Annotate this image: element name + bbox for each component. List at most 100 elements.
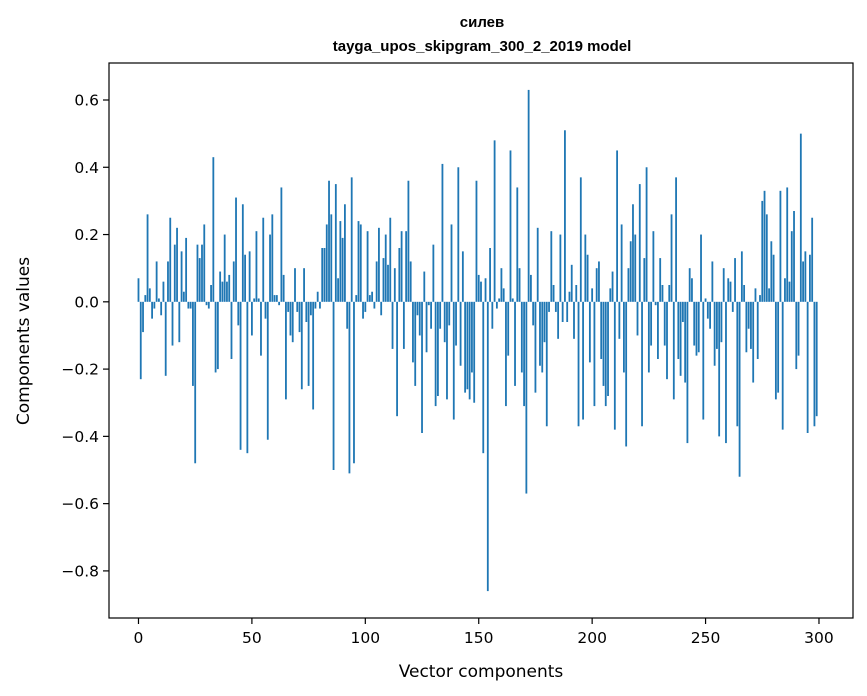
bar-78: [314, 301, 317, 309]
x-tick-label: 300: [804, 629, 834, 647]
bar-86: [332, 301, 335, 470]
y-axis-label: Components values: [14, 257, 34, 425]
bar-84: [328, 180, 330, 302]
bar-119: [407, 180, 410, 302]
bar-145: [466, 301, 469, 390]
bar-169: [520, 301, 523, 373]
y-tick-label: −0.2: [61, 361, 99, 379]
bar-111: [389, 217, 392, 302]
x-axis-ticks: 0 50 100 150 200 250 300: [134, 618, 834, 647]
bar-179: [543, 301, 546, 343]
bar-248: [700, 234, 702, 302]
bar-133: [439, 301, 442, 329]
bar-80: [319, 301, 321, 309]
y-tick-label: 0.6: [74, 92, 99, 110]
bar-83: [325, 224, 328, 302]
bar-161: [502, 288, 505, 302]
bar-1: [139, 301, 142, 380]
bar-262: [731, 301, 734, 312]
bar-254: [713, 301, 716, 366]
x-tick-label: 100: [351, 629, 381, 647]
bar-229: [657, 301, 659, 359]
bar-94: [350, 177, 353, 302]
bar-204: [600, 301, 603, 359]
bar-181: [548, 301, 550, 312]
bar-26: [196, 244, 199, 302]
bar-277: [765, 214, 768, 302]
bar-166: [514, 301, 516, 386]
bar-196: [582, 301, 584, 420]
bar-197: [584, 234, 587, 302]
bar-99: [362, 301, 364, 319]
bar-293: [802, 261, 804, 302]
chart-subtitle: tayga_upos_skipgram_300_2_2019 model: [333, 38, 632, 55]
bar-191: [570, 264, 573, 302]
bar-114: [396, 301, 398, 417]
bar-235: [670, 214, 673, 302]
y-axis-ticks: −0.8 −0.6 −0.4 −0.2 0.0 0.2 0.4 0.6: [61, 92, 109, 580]
bar-81: [321, 248, 324, 302]
bar-36: [219, 271, 222, 302]
bar-125: [421, 301, 423, 433]
bar-137: [448, 301, 451, 326]
bar-165: [511, 298, 514, 302]
bar-151: [480, 281, 482, 302]
bar-87: [334, 184, 337, 302]
bar-171: [525, 301, 528, 494]
bar-264: [736, 301, 739, 427]
bar-41: [230, 301, 233, 359]
bar-274: [759, 295, 761, 302]
bar-295: [806, 301, 809, 433]
bar-220: [636, 301, 639, 336]
bar-88: [337, 278, 339, 302]
bar-294: [804, 251, 807, 302]
bar-64: [282, 274, 285, 302]
bar-198: [586, 254, 589, 302]
bar-276: [763, 190, 766, 302]
bar-167: [516, 187, 519, 302]
bar-27: [198, 258, 201, 302]
bar-168: [518, 268, 521, 302]
bar-100: [364, 301, 367, 312]
bar-130: [432, 244, 435, 302]
plot-area-frame: [108, 62, 854, 619]
bar-96: [355, 295, 358, 302]
bar-142: [459, 301, 462, 366]
bar-251: [706, 301, 709, 319]
bar-243: [688, 268, 691, 302]
bar-148: [473, 301, 476, 403]
bar-203: [598, 261, 600, 302]
bar-37: [221, 281, 224, 302]
x-tick-label: 250: [691, 629, 721, 647]
bar-188: [564, 130, 566, 302]
bar-series: [137, 89, 818, 592]
bar-252: [709, 301, 711, 329]
bar-45: [239, 301, 242, 450]
bar-6: [151, 301, 153, 319]
bar-253: [711, 261, 714, 302]
bar-202: [595, 268, 598, 302]
bar-221: [638, 184, 641, 302]
bar-2: [142, 301, 144, 333]
bar-153: [484, 278, 487, 302]
y-tick-label: −0.8: [61, 562, 99, 580]
bar-66: [287, 301, 290, 312]
bar-141: [457, 167, 460, 302]
bar-91: [344, 204, 346, 302]
bar-95: [353, 301, 355, 464]
bar-287: [788, 281, 791, 302]
bar-126: [423, 271, 426, 302]
bar-71: [298, 301, 301, 333]
bar-158: [495, 301, 498, 309]
bar-76: [309, 301, 312, 316]
bar-263: [734, 258, 736, 302]
bar-31: [207, 301, 210, 309]
bar-56: [264, 301, 267, 319]
bar-184: [554, 301, 557, 312]
bar-159: [498, 298, 501, 302]
bar-185: [557, 301, 560, 339]
bar-21: [185, 237, 188, 302]
bar-205: [602, 301, 605, 386]
bar-268: [745, 301, 748, 353]
bar-55: [262, 217, 265, 302]
